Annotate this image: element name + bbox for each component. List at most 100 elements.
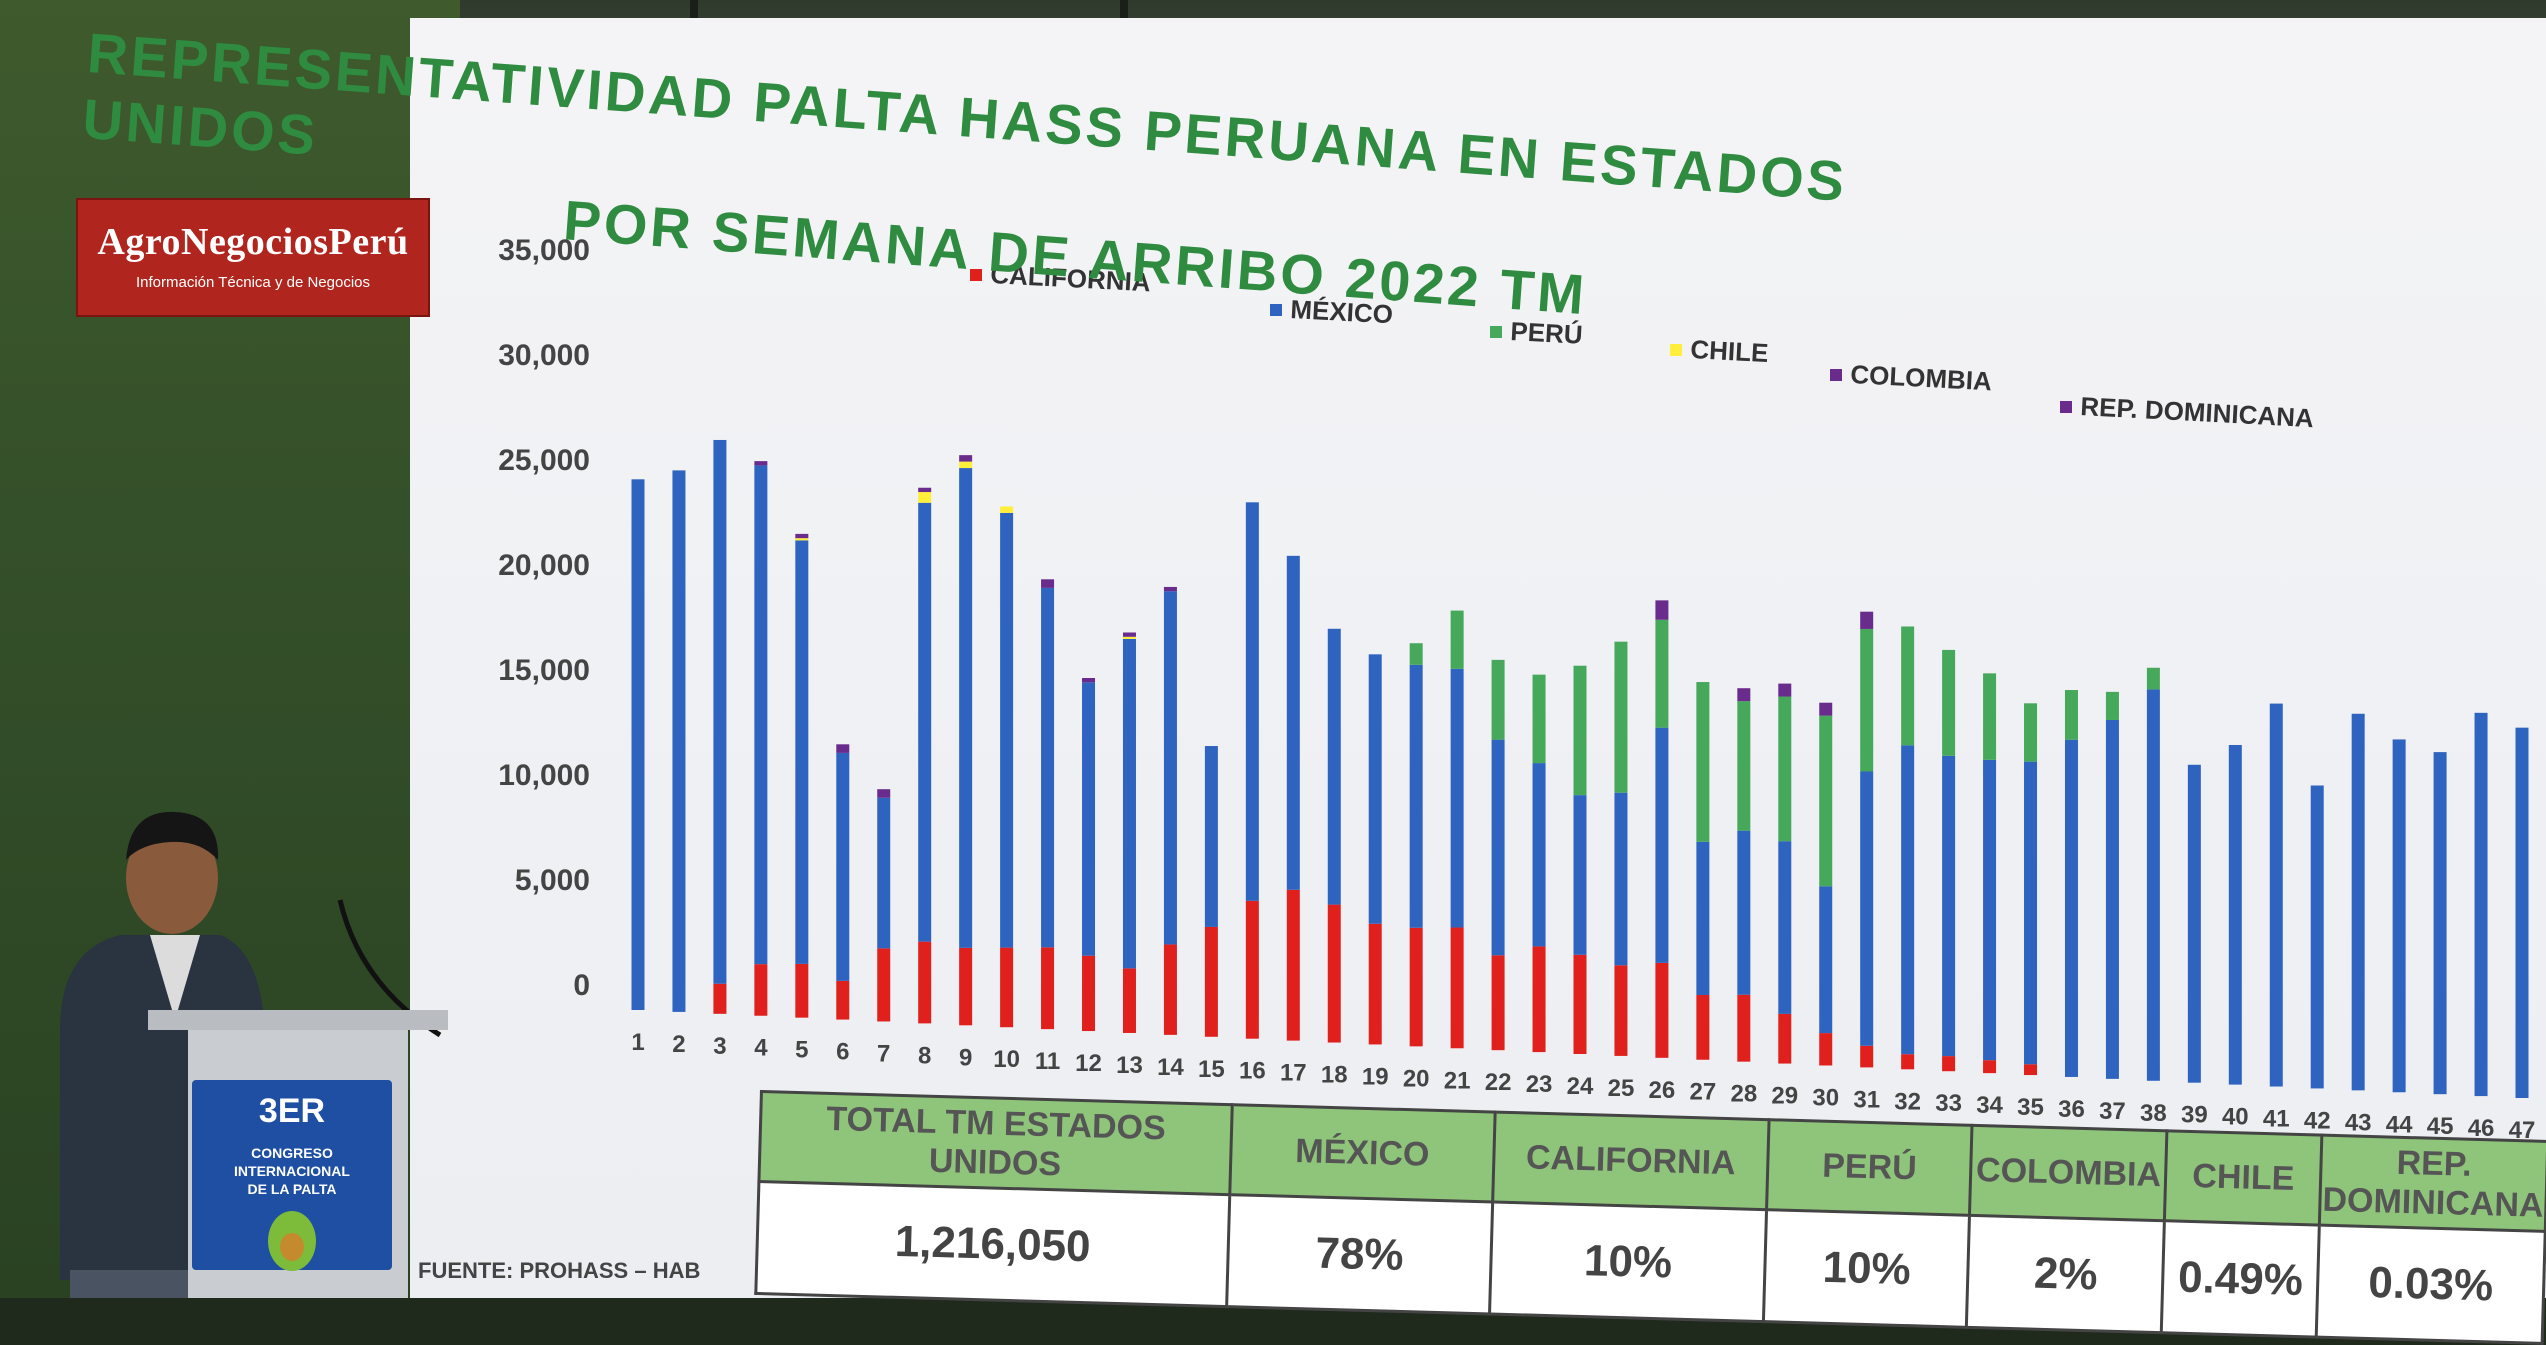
summary-header-mexico: MÉXICO: [1229, 1104, 1496, 1202]
bar-segment-méxico: [2433, 752, 2447, 1095]
legend-swatch: [2060, 401, 2072, 413]
x-tick-label: 39: [2181, 1102, 2208, 1129]
bar-segment-méxico: [1041, 587, 1055, 948]
bar-segment-colombia: [754, 461, 768, 466]
bar-segment-california: [1204, 926, 1218, 1037]
bar-segment-méxico: [2228, 745, 2242, 1085]
x-tick-label: 19: [1362, 1063, 1389, 1090]
bar-segment-méxico: [2024, 761, 2038, 1065]
logo-tagline: Información Técnica y de Negocios: [135, 274, 370, 291]
x-tick-label: 32: [1894, 1088, 1921, 1115]
bar-week-7: [877, 789, 891, 1022]
bar-segment-perú: [1819, 715, 1833, 887]
bar-segment-california: [1614, 965, 1628, 1056]
bar-segment-california: [1573, 954, 1587, 1054]
bar-week-14: [1163, 586, 1177, 1035]
bar-week-20: [1409, 643, 1423, 1047]
bar-segment-perú: [2064, 690, 2078, 740]
bar-week-47: [2515, 727, 2529, 1098]
x-tick-label: 46: [2468, 1115, 2495, 1142]
summary-value-mexico: 78%: [1226, 1194, 1493, 1314]
bar-week-32: [1901, 626, 1915, 1070]
bar-segment-méxico: [1655, 727, 1669, 963]
bar-week-10: [1000, 506, 1014, 1028]
bar-segment-méxico: [1368, 654, 1382, 924]
source-note: FUENTE: PROHASS – HAB: [418, 1258, 701, 1283]
bar-segment-california: [1368, 923, 1382, 1045]
bar-segment-chile: [1122, 636, 1136, 639]
x-tick-label: 9: [959, 1044, 972, 1071]
bar-segment-california: [1409, 927, 1423, 1047]
bar-segment-colombia: [959, 455, 973, 462]
bar-segment-méxico: [1000, 512, 1014, 948]
bar-segment-chile: [1000, 506, 1014, 513]
bar-segment-california: [1819, 1033, 1833, 1066]
x-tick-label: 1: [631, 1029, 644, 1056]
x-tick-label: 4: [754, 1035, 768, 1062]
summary-header-total: TOTAL TM ESTADOS UNIDOS: [758, 1091, 1233, 1195]
bar-week-31: [1860, 611, 1874, 1068]
bar-week-43: [2351, 713, 2365, 1091]
bar-week-46: [2474, 712, 2488, 1097]
legend-label: COLOMBIA: [1850, 359, 1993, 396]
bar-segment-méxico: [1245, 502, 1259, 901]
bar-week-2: [672, 470, 686, 1012]
bar-segment-perú: [1737, 701, 1751, 831]
x-tick-label: 37: [2099, 1098, 2126, 1125]
bar-segment-méxico: [1819, 886, 1833, 1034]
bar-segment-colombia: [1163, 586, 1177, 592]
bar-week-25: [1614, 641, 1628, 1056]
bar-segment-california: [918, 941, 932, 1024]
bar-segment-méxico: [877, 797, 891, 949]
bar-segment-méxico: [1409, 664, 1423, 928]
bar-segment-colombia: [1122, 632, 1136, 637]
legend-swatch: [970, 269, 982, 281]
congress-sign-line3: INTERNACIONAL: [234, 1163, 350, 1179]
bar-segment-california: [1245, 900, 1259, 1039]
bar-segment-méxico: [1573, 795, 1587, 955]
bar-segment-méxico: [1532, 763, 1546, 947]
bar-week-26: [1655, 600, 1669, 1058]
bar-segment-méxico: [795, 540, 809, 964]
x-tick-label: 25: [1608, 1075, 1635, 1102]
bar-segment-méxico: [1901, 745, 1915, 1055]
bar-segment-colombia: [1737, 688, 1751, 702]
bar-segment-méxico: [1163, 591, 1177, 945]
y-tick-label: 15,000: [498, 654, 590, 687]
bar-segment-méxico: [1082, 682, 1096, 956]
bar-segment-méxico: [2064, 739, 2078, 1077]
bar-segment-california: [877, 948, 891, 1022]
bar-segment-perú: [1532, 674, 1546, 764]
y-tick-label: 35,000: [498, 234, 590, 267]
bar-segment-méxico: [959, 468, 973, 948]
bar-segment-colombia: [795, 533, 809, 539]
bar-segment-colombia: [1819, 702, 1833, 716]
bar-segment-méxico: [2474, 712, 2488, 1097]
bar-segment-colombia: [1041, 579, 1055, 588]
y-tick-label: 5,000: [515, 864, 590, 897]
bar-segment-california: [1737, 994, 1751, 1062]
summary-header-chile: CHILE: [2164, 1130, 2322, 1226]
x-tick-label: 5: [795, 1037, 808, 1064]
bar-segment-méxico: [1778, 841, 1792, 1014]
legend-swatch: [1670, 344, 1682, 356]
x-tick-label: 22: [1485, 1069, 1512, 1096]
bar-segment-california: [1082, 955, 1096, 1032]
bar-week-30: [1819, 702, 1833, 1066]
bar-week-5: [795, 533, 809, 1018]
bar-segment-méxico: [1204, 746, 1218, 927]
x-tick-label: 30: [1812, 1084, 1839, 1111]
bar-segment-perú: [1655, 619, 1669, 728]
bar-week-44: [2392, 739, 2406, 1093]
bar-segment-perú: [1942, 649, 1956, 756]
bar-segment-colombia: [1860, 611, 1874, 629]
bar-week-36: [2064, 690, 2078, 1077]
y-tick-label: 10,000: [498, 759, 590, 792]
legend-label: REP. DOMINICANA: [2080, 391, 2315, 433]
bar-week-27: [1696, 682, 1710, 1060]
x-tick-label: 43: [2345, 1109, 2372, 1136]
bar-segment-méxico: [2515, 727, 2529, 1098]
legend-label: MÉXICO: [1290, 294, 1394, 329]
bar-week-40: [2228, 745, 2242, 1085]
logo-name: AgroNegociosPerú: [97, 221, 409, 263]
